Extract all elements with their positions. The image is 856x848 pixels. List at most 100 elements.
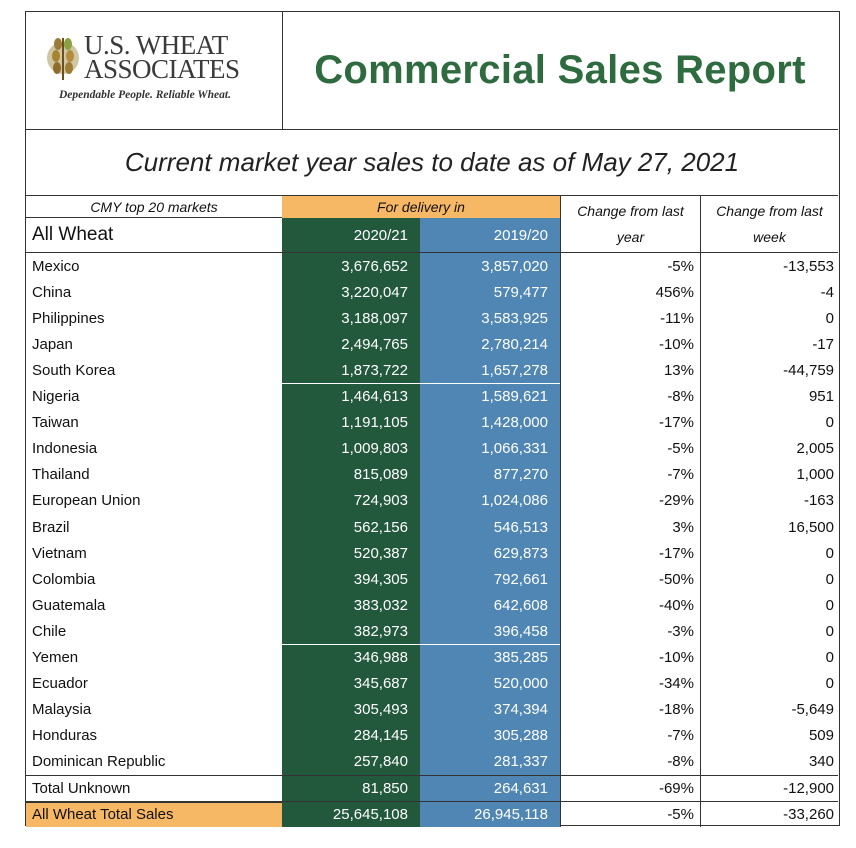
change-from-last-week: 0 — [825, 622, 834, 640]
current-year-value: 305,493 — [282, 696, 420, 723]
current-year-value: 562,156 — [282, 514, 420, 541]
prior-year-value: 1,428,000 — [420, 409, 560, 436]
market-row: European Union 724,903 1,024,086 -29% -163 — [26, 487, 838, 514]
change-from-last-year: 456% — [655, 283, 694, 301]
market-row: Guatemala 383,032 642,608 -40% 0 — [26, 592, 838, 619]
current-year-header: 2020/21 — [282, 218, 420, 252]
total-sales-row: All Wheat Total Sales 25,645,108 26,945,11… — [26, 801, 838, 828]
market-name: Mexico — [32, 257, 80, 275]
current-year-value: 1,464,613 — [282, 383, 420, 410]
logo-line1: U.S. WHEAT — [84, 30, 228, 60]
prior-year-value: 305,288 — [420, 722, 560, 749]
market-name: Malaysia — [32, 701, 92, 719]
market-name: Colombia — [32, 570, 96, 588]
change-from-last-year: -10% — [658, 335, 694, 353]
change-from-last-week: 0 — [825, 675, 834, 693]
change-from-last-week: 951 — [808, 388, 834, 406]
current-year-value: 257,840 — [282, 748, 420, 775]
change-from-last-year: -7% — [667, 727, 694, 745]
prior-year-value: 281,337 — [420, 748, 560, 775]
report-subtitle: Current market year sales to date as of … — [26, 129, 838, 196]
total-unknown-row: Total Unknown 81,850 264,631 -69% -12,900 — [26, 775, 838, 802]
change-from-last-week: -44,759 — [783, 361, 834, 379]
market-name: All Wheat Total Sales — [32, 806, 174, 824]
market-row: Colombia 394,305 792,661 -50% 0 — [26, 566, 838, 593]
change-from-last-week: 0 — [825, 596, 834, 614]
market-row: Thailand 815,089 877,270 -7% 1,000 — [26, 461, 838, 488]
header-divider — [26, 252, 838, 253]
prior-year-value: 792,661 — [420, 566, 560, 593]
market-row: Vietnam 520,387 629,873 -17% 0 — [26, 540, 838, 567]
change-from-last-year: -69% — [658, 780, 694, 798]
market-row: Ecuador 345,687 520,000 -34% 0 — [26, 670, 838, 697]
change-year-header: Change from last year — [560, 196, 700, 252]
current-year-text: 2020/21 — [353, 226, 408, 244]
change-from-last-year: -17% — [658, 544, 694, 562]
change-from-last-week: 2,005 — [796, 440, 834, 458]
change-from-last-year: -50% — [658, 570, 694, 588]
market-name: Vietnam — [32, 544, 87, 562]
prior-year-value: 2,780,214 — [420, 331, 560, 358]
prior-year-value: 1,589,621 — [420, 383, 560, 410]
change-from-last-year: -7% — [667, 466, 694, 484]
commodity-label: All Wheat — [32, 218, 282, 252]
change-from-last-year: -5% — [667, 440, 694, 458]
prior-year-value: 877,270 — [420, 461, 560, 488]
market-name: European Union — [32, 492, 141, 510]
change-from-last-week: -163 — [803, 492, 834, 510]
change-from-last-week: -13,553 — [783, 257, 834, 275]
change-year-line1: Change from last — [577, 203, 684, 219]
market-row: Honduras 284,145 305,288 -7% 509 — [26, 722, 838, 749]
market-name: Dominican Republic — [32, 753, 166, 771]
current-year-value: 3,188,097 — [282, 305, 420, 332]
current-year-value: 3,220,047 — [282, 279, 420, 306]
change-year-line2: year — [616, 229, 645, 245]
change-from-last-week: 0 — [825, 544, 834, 562]
current-year-value: 81,850 — [282, 776, 420, 802]
change-from-last-week: 0 — [825, 414, 834, 432]
delivery-header-text: For delivery in — [377, 199, 465, 215]
total-label-highlight — [26, 802, 282, 828]
market-row: Indonesia 1,009,803 1,066,331 -5% 2,005 — [26, 435, 838, 462]
change-from-last-year: -10% — [658, 649, 694, 667]
current-year-value: 1,009,803 — [282, 435, 420, 462]
change-week-header: Change from last week — [700, 196, 838, 252]
market-row: Chile 382,973 396,458 -3% 0 — [26, 618, 838, 645]
change-from-last-week: 340 — [808, 753, 834, 771]
column-divider — [700, 253, 701, 828]
current-year-value: 394,305 — [282, 566, 420, 593]
column-divider — [560, 253, 561, 828]
change-from-last-week: -12,900 — [783, 780, 834, 798]
market-row: South Korea 1,873,722 1,657,278 13% -44,759 — [26, 357, 838, 384]
market-name: Guatemala — [32, 596, 106, 614]
prior-year-value: 26,945,118 — [420, 802, 560, 828]
prior-year-value: 385,285 — [420, 644, 560, 671]
current-year-value: 25,645,108 — [282, 802, 420, 828]
prior-year-value: 374,394 — [420, 696, 560, 723]
top-markets-label: CMY top 20 markets — [26, 196, 282, 218]
current-year-value: 3,676,652 — [282, 253, 420, 280]
change-from-last-year: -5% — [667, 257, 694, 275]
change-from-last-year: -29% — [658, 492, 694, 510]
prior-year-value: 264,631 — [420, 776, 560, 802]
change-from-last-week: -4 — [820, 283, 834, 301]
uswa-logo: U.S. WHEAT ASSOCIATES Dependable People.… — [26, 12, 283, 129]
prior-year-value: 546,513 — [420, 514, 560, 541]
change-from-last-year: -34% — [658, 675, 694, 693]
market-row: Malaysia 305,493 374,394 -18% -5,649 — [26, 696, 838, 723]
market-name: Thailand — [32, 466, 90, 484]
report-title: Commercial Sales Report — [314, 48, 806, 92]
prior-year-value: 3,857,020 — [420, 253, 560, 280]
top-markets-label-text: CMY top 20 markets — [90, 198, 218, 215]
prior-year-value: 629,873 — [420, 540, 560, 567]
change-from-last-year: -17% — [658, 414, 694, 432]
prior-year-value: 1,066,331 — [420, 435, 560, 462]
market-name: South Korea — [32, 361, 116, 379]
market-row: China 3,220,047 579,477 456% -4 — [26, 279, 838, 306]
market-name: Yemen — [32, 649, 79, 667]
market-name: Japan — [32, 335, 73, 353]
market-row: Philippines 3,188,097 3,583,925 -11% 0 — [26, 305, 838, 332]
change-from-last-week: -5,649 — [791, 701, 834, 719]
change-from-last-week: 1,000 — [796, 466, 834, 484]
change-from-last-year: -5% — [667, 806, 694, 824]
